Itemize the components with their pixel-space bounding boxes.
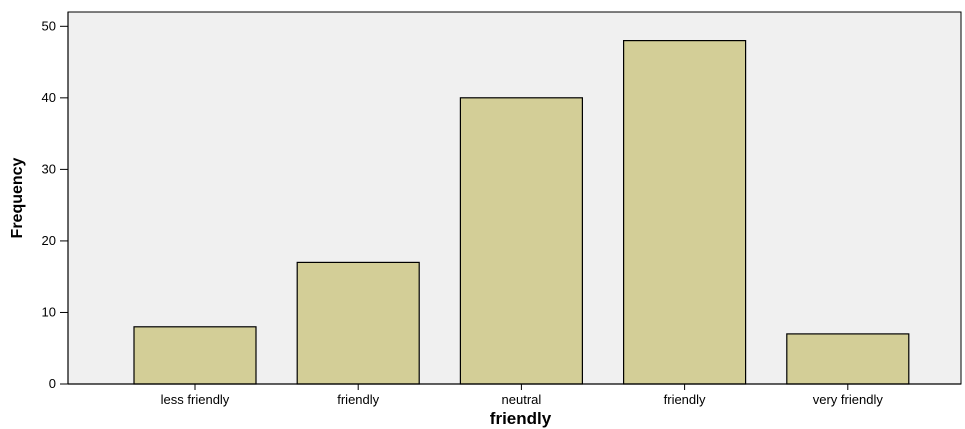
- x-axis-ticks: less friendly friendly neutral friendly very…: [161, 384, 884, 407]
- y-tick-label: 50: [42, 18, 56, 33]
- x-tick-label: neutral: [502, 392, 542, 407]
- y-tick-label: 0: [49, 376, 56, 391]
- y-tick-label: 40: [42, 90, 56, 105]
- bar: [786, 333, 910, 385]
- x-tick-label: less friendly: [161, 392, 230, 407]
- y-tick-label: 20: [42, 233, 56, 248]
- x-axis-title: friendly: [490, 409, 552, 428]
- y-tick-label: 10: [42, 304, 56, 319]
- axes: [67, 12, 961, 385]
- bars: [133, 39, 910, 385]
- y-axis-ticks: 0 10 20 30 40 50: [42, 18, 68, 391]
- y-tick-label: 30: [42, 161, 56, 176]
- y-axis-title: Frequency: [9, 157, 26, 238]
- bar: [622, 39, 747, 385]
- x-tick-label: friendly: [664, 392, 706, 407]
- x-tick-label: very friendly: [813, 392, 884, 407]
- bar: [133, 326, 257, 385]
- bar: [459, 97, 583, 385]
- x-tick-label: friendly: [337, 392, 379, 407]
- bar: [296, 261, 420, 385]
